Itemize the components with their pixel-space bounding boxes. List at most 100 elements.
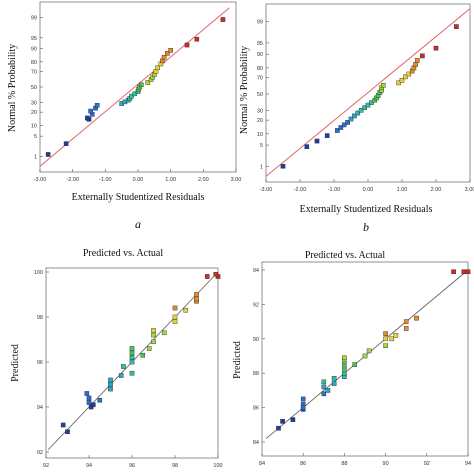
data-point bbox=[276, 425, 281, 431]
data-point bbox=[321, 384, 327, 390]
data-point bbox=[433, 45, 439, 51]
data-point bbox=[94, 103, 100, 108]
y-axis-label: Predicted bbox=[232, 341, 243, 379]
y-tick-label: 50 bbox=[31, 85, 37, 91]
data-point bbox=[342, 360, 347, 366]
data-point bbox=[145, 80, 151, 85]
data-point bbox=[383, 343, 388, 348]
x-tick-label: -2.00 bbox=[294, 187, 307, 193]
data-point bbox=[414, 315, 419, 321]
data-point bbox=[355, 110, 361, 116]
x-axis-label: Externally Studentized Residuals bbox=[300, 204, 433, 215]
data-point bbox=[90, 402, 96, 408]
data-point bbox=[396, 80, 401, 86]
y-tick-label: 92 bbox=[37, 450, 43, 456]
data-point bbox=[451, 269, 456, 275]
data-point bbox=[60, 422, 66, 428]
y-tick-label: 5 bbox=[260, 143, 263, 149]
data-point bbox=[86, 400, 92, 405]
x-tick-label: 86 bbox=[300, 461, 306, 467]
data-point bbox=[161, 54, 167, 60]
y-tick-label: 98 bbox=[37, 315, 43, 321]
x-tick-label: -1.00 bbox=[99, 177, 112, 183]
data-point bbox=[63, 141, 69, 146]
y-tick-label: 30 bbox=[31, 101, 37, 107]
data-point bbox=[314, 138, 320, 144]
y-tick-label: 20 bbox=[257, 118, 263, 124]
data-point bbox=[352, 362, 358, 367]
data-point bbox=[194, 292, 199, 297]
y-tick-label: 90 bbox=[253, 337, 259, 343]
x-ticks: 92 94 96 98 100 bbox=[43, 455, 223, 469]
x-tick-label: -2.00 bbox=[66, 177, 79, 183]
data-point bbox=[146, 346, 152, 351]
data-point bbox=[172, 305, 178, 311]
data-point bbox=[184, 42, 190, 48]
data-point bbox=[118, 373, 124, 378]
y-tick-label: 88 bbox=[253, 371, 259, 377]
panel-a: 1 5 10 20 30 50 70 80 90 95 99 -3.00 -2.00 -1.00 0.00… bbox=[7, 1, 242, 231]
data-point bbox=[420, 53, 425, 59]
data-point bbox=[108, 386, 113, 392]
y-axis-label: Predicted bbox=[10, 344, 21, 382]
data-point bbox=[362, 105, 367, 110]
panel-label: b bbox=[363, 220, 369, 234]
data-point bbox=[172, 319, 178, 324]
data-points bbox=[276, 269, 471, 431]
data-point bbox=[342, 370, 347, 376]
y-tick-label: 96 bbox=[37, 360, 43, 366]
data-points bbox=[280, 24, 459, 169]
x-tick-label: 3.00 bbox=[231, 177, 242, 183]
data-point bbox=[151, 328, 156, 333]
data-point bbox=[129, 346, 135, 351]
data-point bbox=[341, 122, 347, 128]
y-tick-label: 99 bbox=[257, 20, 263, 26]
y-tick-label: 90 bbox=[257, 52, 263, 58]
data-point bbox=[108, 377, 113, 383]
x-tick-label: 96 bbox=[129, 463, 135, 469]
y-tick-label: 84 bbox=[253, 440, 259, 446]
y-tick-label: 99 bbox=[31, 15, 37, 21]
y-ticks: 1 5 10 20 30 50 70 80 90 95 99 bbox=[257, 20, 269, 170]
y-tick-label: 70 bbox=[31, 69, 37, 75]
x-axis-label: Externally Studentized Residuals bbox=[72, 192, 205, 203]
data-point bbox=[321, 391, 327, 397]
y-tick-label: 10 bbox=[257, 132, 263, 138]
y-tick-label: 86 bbox=[253, 406, 259, 412]
data-point bbox=[194, 296, 199, 302]
x-tick-label: 98 bbox=[172, 463, 178, 469]
data-point bbox=[129, 93, 134, 99]
x-tick-label: 0.00 bbox=[133, 177, 144, 183]
data-point bbox=[65, 429, 70, 435]
y-tick-label: 5 bbox=[34, 134, 37, 140]
x-tick-label: 92 bbox=[43, 463, 49, 469]
data-point bbox=[172, 314, 178, 320]
data-point bbox=[165, 51, 170, 56]
data-point bbox=[183, 307, 189, 313]
y-tick-label: 80 bbox=[257, 66, 263, 72]
data-point bbox=[129, 370, 135, 376]
data-point bbox=[290, 417, 296, 422]
data-point bbox=[365, 102, 371, 108]
x-tick-label: 0.00 bbox=[363, 187, 374, 193]
x-tick-label: 88 bbox=[341, 461, 347, 467]
data-point bbox=[342, 365, 347, 371]
x-tick-label: 2.00 bbox=[198, 177, 209, 183]
data-point bbox=[383, 336, 388, 342]
data-point bbox=[155, 65, 160, 71]
y-tick-label: 95 bbox=[31, 36, 37, 42]
panel-d: Predicted vs. Actual 84 86 88 90 92 94 84 86 88… bbox=[232, 250, 471, 467]
x-tick-label: -3.00 bbox=[34, 177, 47, 183]
data-point bbox=[84, 391, 90, 396]
data-point bbox=[413, 62, 418, 67]
y-tick-label: 50 bbox=[257, 92, 263, 98]
x-tick-label: 94 bbox=[465, 461, 471, 467]
data-point bbox=[362, 353, 368, 359]
data-point bbox=[300, 405, 306, 410]
data-point bbox=[151, 339, 156, 345]
data-point bbox=[194, 36, 200, 42]
x-tick-label: 1.00 bbox=[397, 187, 408, 193]
data-point bbox=[465, 269, 471, 275]
data-point bbox=[161, 330, 167, 336]
